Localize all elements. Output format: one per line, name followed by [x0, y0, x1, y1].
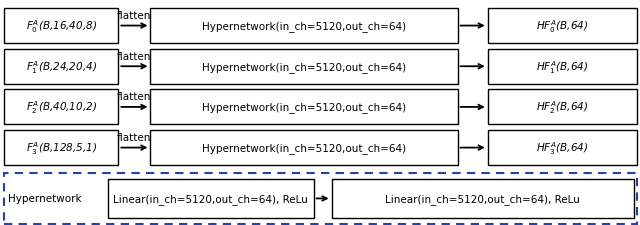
Bar	[4, 9, 118, 44]
Bar	[150, 9, 458, 44]
Bar	[150, 90, 458, 125]
Bar	[108, 179, 314, 218]
Text: flatten: flatten	[117, 11, 152, 21]
Bar	[488, 50, 637, 84]
Text: $HF_2^A$(B,64): $HF_2^A$(B,64)	[536, 99, 588, 116]
Bar	[488, 130, 637, 165]
Text: Linear(in_ch=5120,out_ch=64), ReLu: Linear(in_ch=5120,out_ch=64), ReLu	[113, 193, 308, 204]
Text: flatten: flatten	[117, 92, 152, 102]
Text: Hypernetwork(in_ch=5120,out_ch=64): Hypernetwork(in_ch=5120,out_ch=64)	[202, 21, 406, 32]
Bar	[150, 130, 458, 165]
Bar	[488, 90, 637, 125]
Bar	[488, 9, 637, 44]
Text: $HF_3^A$(B,64): $HF_3^A$(B,64)	[536, 140, 588, 156]
Text: $F_2^A$(B,40,10,2): $F_2^A$(B,40,10,2)	[26, 99, 97, 116]
Text: Hypernetwork(in_ch=5120,out_ch=64): Hypernetwork(in_ch=5120,out_ch=64)	[202, 102, 406, 113]
Bar	[4, 173, 637, 224]
Text: $F_1^A$(B,24,20,4): $F_1^A$(B,24,20,4)	[26, 58, 97, 75]
Text: flatten: flatten	[117, 51, 152, 61]
Bar	[332, 179, 634, 218]
Bar	[150, 50, 458, 84]
Text: Hypernetwork(in_ch=5120,out_ch=64): Hypernetwork(in_ch=5120,out_ch=64)	[202, 61, 406, 72]
Text: Linear(in_ch=5120,out_ch=64), ReLu: Linear(in_ch=5120,out_ch=64), ReLu	[385, 193, 580, 204]
Text: $HF_1^A$(B,64): $HF_1^A$(B,64)	[536, 58, 588, 75]
Text: Hypernetwork: Hypernetwork	[8, 194, 81, 204]
Text: flatten: flatten	[117, 132, 152, 142]
Bar	[4, 130, 118, 165]
Text: $F_0^A$(B,16,40,8): $F_0^A$(B,16,40,8)	[26, 18, 97, 35]
Bar	[4, 90, 118, 125]
Text: $HF_0^A$(B,64): $HF_0^A$(B,64)	[536, 18, 588, 35]
Bar	[4, 50, 118, 84]
Text: $F_3^A$(B,128,5,1): $F_3^A$(B,128,5,1)	[26, 140, 97, 156]
Text: Hypernetwork(in_ch=5120,out_ch=64): Hypernetwork(in_ch=5120,out_ch=64)	[202, 142, 406, 153]
